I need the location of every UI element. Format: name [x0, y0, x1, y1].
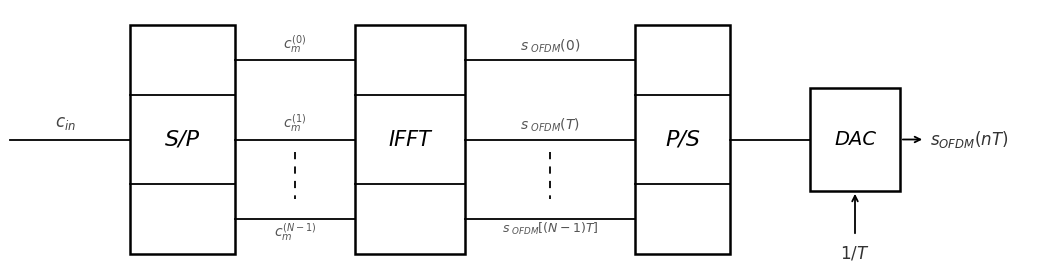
Text: $c_m^{(N-1)}$: $c_m^{(N-1)}$ [274, 221, 316, 243]
Text: $c_m^{(0)}$: $c_m^{(0)}$ [283, 33, 306, 55]
Text: $s_{\ OFDM}(T)$: $s_{\ OFDM}(T)$ [520, 117, 580, 134]
Text: $1/T$: $1/T$ [840, 244, 870, 262]
Bar [635, 25, 730, 254]
Bar [810, 88, 900, 191]
Text: $s_{\ OFDM}(0)$: $s_{\ OFDM}(0)$ [520, 37, 580, 55]
Text: $c_{in}$: $c_{in}$ [55, 114, 76, 131]
Bar [355, 25, 465, 254]
Text: $c_m^{(1)}$: $c_m^{(1)}$ [283, 113, 306, 134]
Text: IFFT: IFFT [388, 129, 431, 150]
Text: P/S: P/S [665, 129, 700, 150]
Text: DAC: DAC [834, 130, 876, 149]
Text: $s_{\ OFDM}[(N-1)T]$: $s_{\ OFDM}[(N-1)T]$ [501, 221, 598, 237]
Text: S/P: S/P [165, 129, 200, 150]
Text: $s_{OFDM}(nT)$: $s_{OFDM}(nT)$ [930, 129, 1008, 150]
Bar [130, 25, 235, 254]
